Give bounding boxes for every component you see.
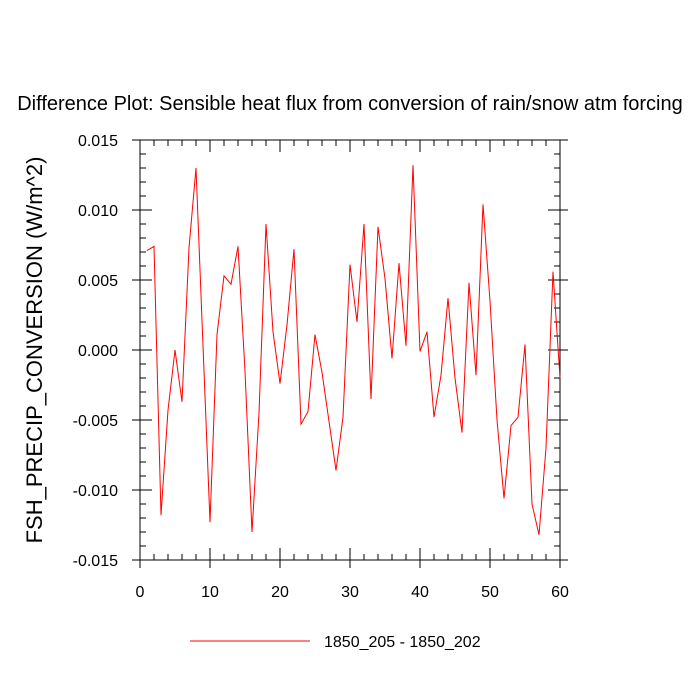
x-tick-label: 20	[271, 584, 289, 601]
minor-ticks	[140, 140, 560, 560]
major-ticks	[132, 139, 568, 568]
plot-area: 0 10 20 30 40 50 60 -0.015 -0.010 -0.005 0.000 0.0…	[73, 133, 569, 601]
y-tick-label: -0.010	[73, 483, 118, 500]
y-tick-label: 0.010	[78, 203, 118, 220]
y-tick-label: 0.000	[78, 343, 118, 360]
x-tick-labels: 0 10 20 30 40 50 60	[136, 584, 569, 601]
series-line-1850-205-minus-1850-202	[146, 165, 561, 535]
y-tick-label: -0.005	[73, 413, 118, 430]
x-tick-label: 50	[481, 584, 499, 601]
y-tick-labels: -0.015 -0.010 -0.005 0.000 0.005 0.010 0.015	[73, 133, 118, 570]
legend-label: 1850_205 - 1850_202	[324, 634, 481, 651]
x-tick-label: 30	[341, 584, 359, 601]
y-tick-label: -0.015	[73, 553, 118, 570]
x-tick-label: 0	[136, 584, 145, 601]
x-tick-label: 10	[201, 584, 219, 601]
legend: 1850_205 - 1850_202	[190, 634, 481, 651]
chart-title: Difference Plot: Sensible heat flux from…	[17, 93, 683, 115]
x-tick-label: 60	[551, 584, 569, 601]
y-axis-label: FSH_PRECIP_CONVERSION (W/m^2)	[22, 157, 47, 544]
x-tick-label: 40	[411, 584, 429, 601]
y-tick-label: 0.005	[78, 273, 118, 290]
y-tick-label: 0.015	[78, 133, 118, 150]
